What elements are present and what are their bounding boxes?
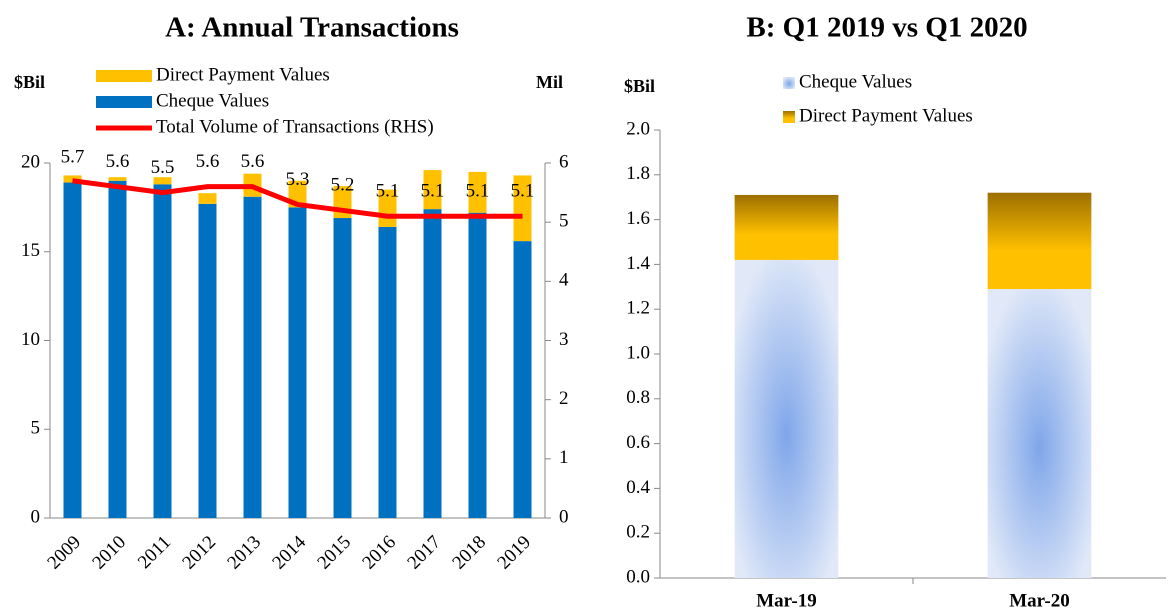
legend-label: Cheque Values: [799, 71, 912, 92]
x-tick-label: 2015: [313, 532, 355, 574]
x-tick-label: 2012: [178, 532, 220, 574]
bar-segment: [333, 218, 352, 518]
bar-segment: [734, 259, 839, 578]
x-tick-label: Mar-19: [756, 590, 817, 611]
y2-tick-label: 6: [559, 151, 569, 172]
y2-axis-label: Mil: [536, 72, 563, 92]
x-tick-label: 2014: [268, 531, 310, 573]
data-label: 5.6: [241, 151, 265, 172]
y-tick-label: 0.4: [626, 477, 650, 498]
legend-label: Direct Payment Values: [156, 64, 330, 85]
line: [72, 178, 523, 219]
data-label: 5.1: [421, 181, 445, 202]
data-label: 5.5: [151, 157, 175, 178]
y-axis-label: $Bil: [624, 76, 655, 96]
y2-tick-label: 2: [559, 388, 569, 409]
bar-segment: [198, 193, 217, 204]
x-tick-label: 2016: [358, 532, 400, 574]
y2-tick-label: 0: [559, 506, 569, 527]
bar-segment: [288, 207, 307, 518]
y-tick-label: 0.0: [626, 566, 650, 587]
legend-swatch: [783, 77, 795, 89]
bar-segment: [513, 175, 532, 242]
bar-segment: [198, 203, 217, 518]
data-label: 5.1: [511, 181, 535, 202]
chart-title: B: Q1 2019 vs Q1 2020: [746, 12, 1027, 44]
bar-segment: [108, 177, 127, 181]
legend-swatch: [783, 111, 795, 123]
bar-segment: [468, 171, 487, 213]
x-tick-label: 2018: [448, 532, 490, 574]
bar-segment: [153, 177, 172, 185]
y-tick-label: 1.0: [626, 342, 650, 363]
bar-segment: [423, 170, 442, 210]
data-label: 5.1: [376, 181, 400, 202]
y-tick-label: 15: [21, 240, 40, 261]
y2-tick-label: 4: [559, 270, 569, 291]
x-tick-label: 2010: [88, 532, 130, 574]
x-tick-label: 2017: [403, 532, 445, 574]
chart-title: A: Annual Transactions: [165, 12, 459, 44]
y2-tick-label: 1: [559, 447, 569, 468]
y-tick-label: 0.2: [626, 522, 650, 543]
bar-segment: [987, 192, 1092, 290]
legend-swatch: [96, 70, 152, 82]
y2-tick-label: 5: [559, 211, 569, 232]
y-tick-label: 10: [21, 329, 40, 350]
y-tick-label: 1.6: [626, 208, 650, 229]
data-label: 5.6: [106, 151, 130, 172]
bar-segment: [108, 180, 127, 518]
data-label: 5.1: [466, 181, 490, 202]
y-axis-label: $Bil: [14, 72, 45, 92]
legend-label: Cheque Values: [156, 90, 269, 111]
x-tick-label: 2013: [223, 532, 265, 574]
legend-swatch: [96, 96, 152, 108]
y2-tick-label: 3: [559, 329, 569, 350]
bar-segment: [423, 209, 442, 518]
y-tick-label: 1.2: [626, 298, 650, 319]
data-label: 5.7: [61, 146, 85, 167]
x-tick-label: Mar-20: [1009, 590, 1070, 611]
data-label: 5.2: [331, 175, 355, 196]
y-tick-label: 0.8: [626, 387, 650, 408]
bar-segment: [378, 226, 397, 518]
bar-segment: [734, 194, 839, 260]
legend-label: Total Volume of Transactions (RHS): [156, 116, 434, 137]
x-tick-label: 2009: [43, 532, 85, 574]
x-tick-label: 2019: [493, 532, 535, 574]
y-tick-label: 1.4: [626, 253, 650, 274]
y-tick-label: 5: [31, 418, 41, 439]
y-tick-label: 0.6: [626, 432, 650, 453]
data-label: 5.3: [286, 169, 310, 190]
bar-segment: [987, 289, 1092, 578]
bar-segment: [63, 175, 82, 183]
legend-label: Direct Payment Values: [799, 105, 973, 126]
y-tick-label: 2.0: [626, 118, 650, 139]
bar-segment: [153, 184, 172, 519]
y-tick-label: 1.8: [626, 163, 650, 184]
bar-segment: [513, 241, 532, 518]
bar-segment: [468, 212, 487, 518]
y-tick-label: 0: [31, 506, 41, 527]
bar-segment: [243, 196, 262, 518]
bar-segment: [63, 182, 82, 518]
data-label: 5.6: [196, 151, 220, 172]
y-tick-label: 20: [21, 151, 40, 172]
x-tick-label: 2011: [134, 532, 175, 573]
